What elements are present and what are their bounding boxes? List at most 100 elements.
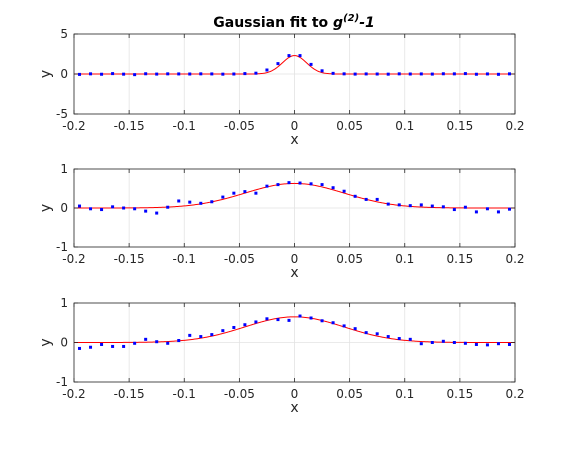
x-tick-label: -0.05 xyxy=(224,119,255,133)
data-point xyxy=(353,72,357,76)
y-tick-label: 0 xyxy=(60,201,68,215)
data-point xyxy=(320,183,324,187)
data-point xyxy=(276,318,280,322)
data-point xyxy=(210,72,214,76)
data-point xyxy=(419,342,423,346)
data-point xyxy=(232,325,236,329)
data-point xyxy=(452,341,456,344)
x-tick-label: -0.1 xyxy=(173,387,196,401)
data-point xyxy=(441,72,445,76)
x-tick-label: 0.2 xyxy=(505,119,524,133)
data-point xyxy=(155,72,159,76)
data-point xyxy=(199,335,203,339)
data-point xyxy=(166,72,170,76)
data-point xyxy=(441,339,445,343)
data-point xyxy=(89,207,93,211)
data-point xyxy=(485,72,489,76)
data-point xyxy=(100,342,104,346)
title-tail-text: -1 xyxy=(359,15,375,31)
x-tick-label: 0.1 xyxy=(395,119,414,133)
title-symbol-text: g xyxy=(333,15,343,31)
data-point xyxy=(408,72,412,76)
data-point xyxy=(221,329,225,333)
data-point xyxy=(342,189,346,193)
data-point xyxy=(419,72,423,76)
data-point xyxy=(111,344,115,348)
data-point xyxy=(78,204,82,208)
x-tick-label: -0.2 xyxy=(62,252,85,266)
data-point xyxy=(331,321,335,325)
data-point xyxy=(496,342,500,346)
data-point xyxy=(375,197,379,201)
data-point xyxy=(199,201,203,205)
data-point xyxy=(320,319,324,323)
data-point xyxy=(452,208,456,212)
data-point xyxy=(408,337,412,341)
data-point xyxy=(309,182,313,186)
subplot-1: -0.2 -0.15 -0.1 -0.05 0 0.05 0.1 0.15 0.2 -5 0 5 x y xyxy=(38,27,525,148)
data-point xyxy=(364,331,368,335)
data-point xyxy=(397,337,401,341)
gaussian-fit-curve xyxy=(74,55,515,75)
data-point xyxy=(386,202,390,206)
data-point xyxy=(320,69,324,73)
data-point xyxy=(298,314,302,318)
data-point xyxy=(287,181,291,185)
data-point xyxy=(265,184,269,188)
y-tick-label: 1 xyxy=(60,296,68,310)
data-point xyxy=(243,323,247,327)
x-tick-label: 0.15 xyxy=(447,387,474,401)
x-tick-label: 0 xyxy=(291,119,299,133)
y-axis-label: y xyxy=(38,204,54,212)
data-point xyxy=(254,320,258,324)
data-point xyxy=(254,71,258,75)
y-tick-label: 5 xyxy=(60,27,68,41)
y-axis-label: y xyxy=(38,70,54,78)
data-point xyxy=(199,72,203,76)
x-axis-label: x xyxy=(290,132,298,148)
subplot-2: -0.2 -0.15 -0.1 -0.05 0 0.05 0.1 0.15 0.2 -1 0 1 x y xyxy=(38,162,525,281)
gaussian-fit-curve xyxy=(74,316,515,343)
data-point xyxy=(309,62,313,66)
data-point xyxy=(89,345,93,349)
x-axis-label: x xyxy=(290,400,298,416)
data-point xyxy=(133,207,137,211)
x-tick-label: -0.05 xyxy=(224,387,255,401)
data-point xyxy=(463,72,467,76)
data-point xyxy=(243,190,247,194)
data-point xyxy=(155,340,159,344)
data-point xyxy=(155,211,159,215)
x-tick-label: -0.15 xyxy=(114,252,145,266)
data-point xyxy=(485,207,489,211)
data-point xyxy=(408,204,412,208)
data-point xyxy=(342,324,346,328)
data-point xyxy=(430,204,434,208)
data-point xyxy=(232,191,236,195)
data-point xyxy=(496,210,500,214)
title-main-text: Gaussian fit to xyxy=(213,15,333,31)
title-superscript-text: (2) xyxy=(343,13,359,24)
data-point xyxy=(221,72,225,76)
data-point xyxy=(243,72,247,76)
y-tick-label: -1 xyxy=(56,375,68,389)
data-point xyxy=(441,205,445,209)
data-point xyxy=(342,72,346,76)
y-tick-label: -1 xyxy=(56,240,68,254)
x-tick-label: 0.05 xyxy=(336,387,363,401)
data-point xyxy=(177,72,181,76)
data-point xyxy=(507,207,511,211)
data-point xyxy=(133,341,137,345)
x-tick-label: 0.05 xyxy=(336,252,363,266)
data-point xyxy=(463,341,467,345)
data-point xyxy=(166,205,170,209)
data-point xyxy=(507,342,511,346)
x-tick-label: 0.15 xyxy=(447,252,474,266)
data-point xyxy=(397,72,401,76)
data-point xyxy=(474,342,478,346)
data-point xyxy=(353,194,357,198)
data-point xyxy=(353,327,357,331)
data-point xyxy=(188,72,192,76)
data-point xyxy=(144,337,148,341)
data-point xyxy=(485,343,489,347)
x-tick-label: -0.1 xyxy=(173,252,196,266)
